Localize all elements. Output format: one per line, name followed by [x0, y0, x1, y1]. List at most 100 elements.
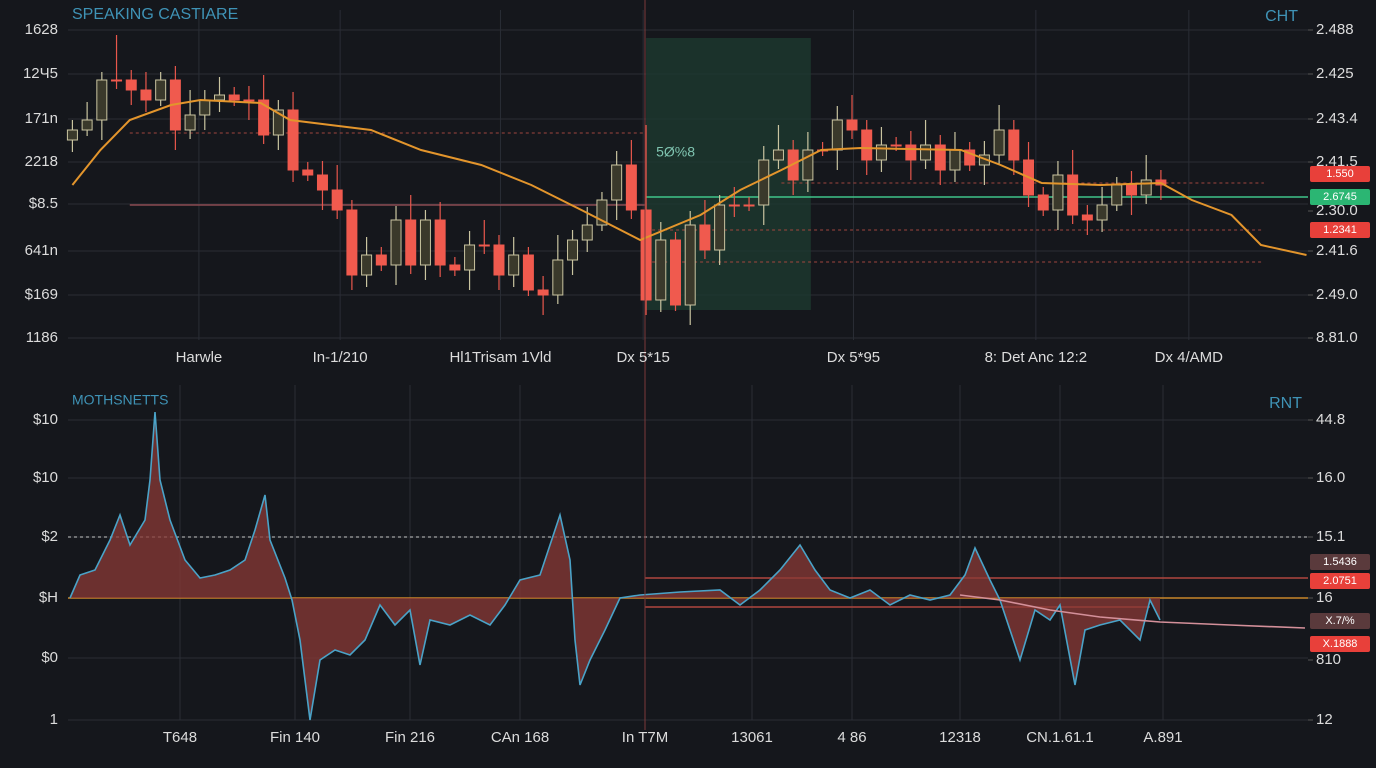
y2-tick-label: 16: [1316, 589, 1333, 606]
price-tag: [1310, 166, 1370, 182]
y2-tick-label: 2.43.4: [1316, 110, 1358, 127]
candle-body: [875, 144, 887, 161]
candle-body: [375, 254, 387, 266]
y2-tick-label: 8.81.0: [1316, 329, 1358, 346]
candle-body: [155, 79, 167, 101]
candle-body: [846, 119, 858, 131]
y2-tick-label: 2.41.5: [1316, 153, 1358, 170]
candle-body: [140, 89, 152, 101]
price-tag: [1310, 189, 1370, 205]
candle-body: [1052, 174, 1064, 211]
candle-body: [567, 239, 579, 261]
candle-body: [1140, 179, 1152, 196]
candle-body: [434, 219, 446, 266]
candle-body: [934, 144, 946, 171]
x-tick-label: 13061: [731, 729, 773, 746]
candle-body: [861, 129, 873, 161]
candle-body: [331, 189, 343, 211]
candle-body: [390, 219, 402, 266]
y-tick-label: $8.5: [29, 195, 58, 212]
candle-body: [905, 144, 917, 161]
y2-tick-label: 810: [1316, 651, 1341, 668]
x-tick-label: Hl1Trisam 1Vld: [449, 349, 551, 366]
candle-body: [949, 149, 961, 171]
x-tick-label: Dx 5*15: [616, 349, 669, 366]
candle-body: [611, 164, 623, 201]
candle-body: [287, 109, 299, 171]
candle-body: [508, 254, 520, 276]
y-tick-label: $0: [41, 649, 58, 666]
candle-body: [302, 169, 314, 176]
x-tick-label: T648: [163, 729, 197, 746]
candle-body: [184, 114, 196, 131]
candle-body: [743, 204, 755, 207]
y-tick-label: $2: [41, 528, 58, 545]
price-tag-label: 1.2341: [1323, 224, 1357, 236]
candle-body: [596, 199, 608, 226]
y-tick-label: 641n: [25, 242, 58, 259]
y2-tick-label: 12: [1316, 711, 1333, 728]
x-tick-label: Harwle: [176, 349, 223, 366]
y2-tick-label: 44.8: [1316, 411, 1345, 428]
x-tick-label: Dx 5*95: [827, 349, 880, 366]
candle-body: [964, 149, 976, 166]
candle-body: [228, 94, 240, 101]
x-tick-label: In T7M: [622, 729, 668, 746]
y-tick-label: $169: [25, 286, 58, 303]
series-line: [959, 594, 1306, 629]
candle-body: [419, 219, 431, 266]
x-tick-label: A.891: [1143, 729, 1182, 746]
candle-body: [1125, 184, 1137, 196]
candle-body: [478, 244, 490, 247]
candle-body: [361, 254, 373, 276]
marks-layer: [66, 35, 1308, 721]
y-tick-label: 12Ч5: [23, 65, 58, 82]
candle-body: [684, 224, 696, 306]
candle-body: [552, 259, 564, 296]
price-tag-label: 1.5436: [1323, 556, 1357, 568]
candle-body: [920, 144, 932, 161]
chart-title: SPEAKING CASTIARE: [72, 6, 238, 23]
candle-body: [758, 159, 770, 206]
candle-body: [243, 99, 255, 102]
candle-body: [772, 149, 784, 161]
y2-tick-label: 2.30.0: [1316, 202, 1358, 219]
y-tick-label: $10: [33, 411, 58, 428]
candle-body: [493, 244, 505, 276]
candle-body: [464, 244, 476, 271]
candle-body: [537, 289, 549, 296]
candle-body: [1081, 214, 1093, 221]
candle-body: [316, 174, 328, 191]
labels-layer: SPEAKING CASTIARE CHT MOTHSNETTS RNT 162…: [23, 6, 1370, 746]
candle-body: [669, 239, 681, 306]
x-tick-label: In-1/210: [313, 349, 368, 366]
candle-body: [346, 209, 358, 276]
series-line: [69, 411, 1161, 721]
candle-body: [449, 264, 461, 271]
candle-body: [111, 79, 123, 82]
y-tick-label: $10: [33, 469, 58, 486]
y2-tick-label: 2.41.6: [1316, 242, 1358, 259]
candle-body: [1096, 204, 1108, 221]
corner-label: CHT: [1265, 8, 1298, 25]
y-tick-label: $H: [39, 589, 58, 606]
corner-label: RNT: [1269, 395, 1302, 412]
x-tick-label: Fin 140: [270, 729, 320, 746]
price-tag: [1310, 554, 1370, 570]
chart-title: MOTHSNETTS: [72, 392, 168, 408]
candle-body: [1037, 194, 1049, 211]
y2-tick-label: 15.1: [1316, 528, 1345, 545]
candle-body: [522, 254, 534, 291]
price-tag-label: X.1888: [1323, 638, 1358, 650]
y-tick-label: 1628: [25, 21, 58, 38]
y-tick-label: 2218: [25, 153, 58, 170]
price-tag-label: 2.6745: [1323, 191, 1357, 203]
candle-body: [81, 119, 93, 131]
candle-body: [272, 109, 284, 136]
candle-body: [1008, 129, 1020, 161]
candle-body: [831, 119, 843, 151]
candle-body: [258, 99, 270, 136]
x-tick-label: CAn 168: [491, 729, 549, 746]
y-tick-label: 1: [50, 711, 58, 728]
moving-average: [71, 98, 1307, 256]
